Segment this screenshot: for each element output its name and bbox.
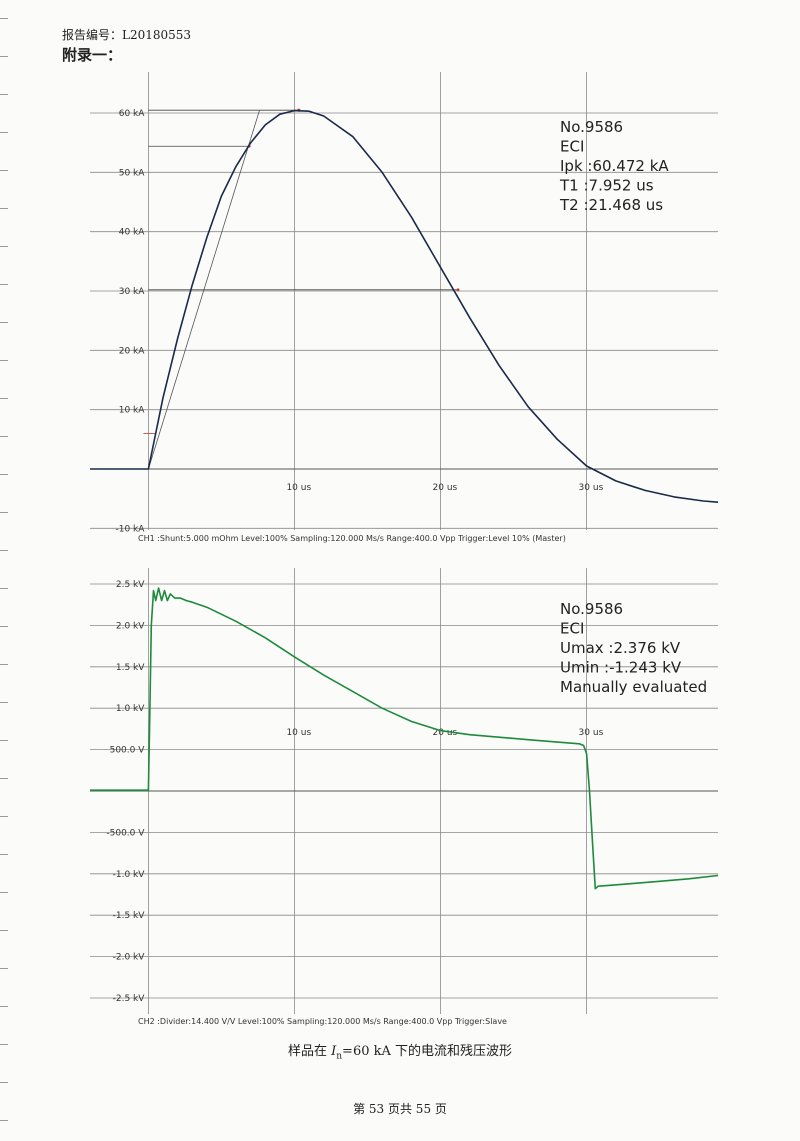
info-line: Umax :2.376 kV	[560, 639, 681, 657]
binder-mark	[0, 702, 8, 703]
binder-mark	[0, 284, 8, 285]
x-tick-label: 30 us	[579, 728, 604, 738]
y-tick-label: 30 kA	[119, 287, 146, 297]
binder-mark	[0, 892, 8, 893]
caption-symbol: I	[331, 1044, 337, 1059]
binder-mark	[0, 550, 8, 551]
y-tick-label: 20 kA	[119, 346, 146, 356]
y-tick-label: -1.0 kV	[113, 870, 146, 880]
binder-mark	[0, 322, 8, 323]
y-tick-label: -10 kA	[115, 524, 145, 534]
x-tick-label: 10 us	[286, 728, 311, 738]
binder-mark	[0, 436, 8, 437]
binder-mark	[0, 626, 8, 627]
y-tick-label: 50 kA	[119, 168, 146, 178]
info-line: ECI	[560, 138, 584, 156]
y-tick-label: 60 kA	[119, 109, 146, 119]
x-tick-label: 30 us	[579, 483, 604, 493]
binder-mark	[0, 778, 8, 779]
binder-mark	[0, 1120, 8, 1121]
y-tick-label: 1.5 kV	[116, 663, 145, 673]
binder-mark	[0, 18, 8, 19]
binder-mark	[0, 132, 8, 133]
caption-prefix: 样品在	[287, 1044, 332, 1059]
y-tick-label: -1.5 kV	[113, 911, 146, 921]
x-tick-label: 10 us	[286, 483, 311, 493]
waveform-trace	[90, 587, 719, 890]
info-line: Umin :-1.243 kV	[560, 659, 682, 677]
info-line: No.9586	[560, 600, 623, 618]
binder-mark	[0, 474, 8, 475]
y-tick-label: 500.0 V	[110, 746, 146, 756]
binder-mark	[0, 816, 8, 817]
binder-mark	[0, 588, 8, 589]
binder-mark	[0, 246, 8, 247]
chart-1: 60 kA 50 kA 40 kA 30 kA 20 kA 10 kA -10 kA 10 u…	[90, 72, 719, 543]
channel-info: CH2 :Divider:14.400 V/V Level:100% Sampl…	[138, 1017, 507, 1026]
binder-mark	[0, 512, 8, 513]
waveform-trace	[90, 109, 719, 503]
binder-mark	[0, 930, 8, 931]
binder-mark	[0, 1082, 8, 1083]
y-tick-label: 10 kA	[119, 406, 146, 416]
y-tick-label: 2.0 kV	[116, 621, 145, 631]
report-number: 报告编号：L20180553	[62, 28, 192, 42]
y-tick-label: -500.0 V	[106, 828, 145, 838]
y-tick-label: -2.5 kV	[113, 994, 146, 1004]
binder-mark	[0, 398, 8, 399]
binder-mark	[0, 968, 8, 969]
binder-mark	[0, 1006, 8, 1007]
caption-suffix: =60 kA 下的电流和残压波形	[342, 1044, 513, 1059]
appendix-heading: 附录一：	[62, 46, 123, 64]
binder-mark	[0, 94, 8, 95]
x-tick-label: 20 us	[433, 483, 458, 493]
info-line: Manually evaluated	[560, 678, 707, 696]
binder-mark	[0, 664, 8, 665]
binder-mark	[0, 360, 8, 361]
binder-mark	[0, 740, 8, 741]
level-50-marker	[456, 288, 460, 292]
channel-info: CH1 :Shunt:5.000 mOhm Level:100% Samplin…	[138, 534, 566, 543]
x-tick-label: 20 us	[433, 728, 458, 738]
info-line: T2 :21.468 us	[559, 196, 663, 214]
info-line: Ipk :60.472 kA	[560, 157, 669, 175]
info-line: T1 :7.952 us	[559, 177, 654, 195]
info-line: No.9586	[560, 118, 623, 136]
y-tick-label: 2.5 kV	[116, 580, 145, 590]
figure-caption: 样品在 In=60 kA 下的电流和残压波形	[0, 1040, 800, 1062]
page-footer: 第 53 页共 55 页	[353, 1102, 447, 1116]
binder-mark	[0, 56, 8, 57]
front-time-line	[148, 110, 260, 470]
y-tick-label: 1.0 kV	[116, 704, 145, 714]
binder-mark	[0, 208, 8, 209]
caption-subscript: n	[336, 1051, 343, 1062]
binder-mark	[0, 170, 8, 171]
y-tick-label: -2.0 kV	[113, 953, 146, 963]
info-line: ECI	[560, 620, 584, 638]
binder-mark	[0, 854, 8, 855]
y-tick-label: 40 kA	[119, 228, 146, 238]
binder-mark	[0, 1044, 8, 1045]
chart-2: 2.5 kV 2.0 kV 1.5 kV 1.0 kV 500.0 V -500.0 V -…	[90, 568, 719, 1026]
